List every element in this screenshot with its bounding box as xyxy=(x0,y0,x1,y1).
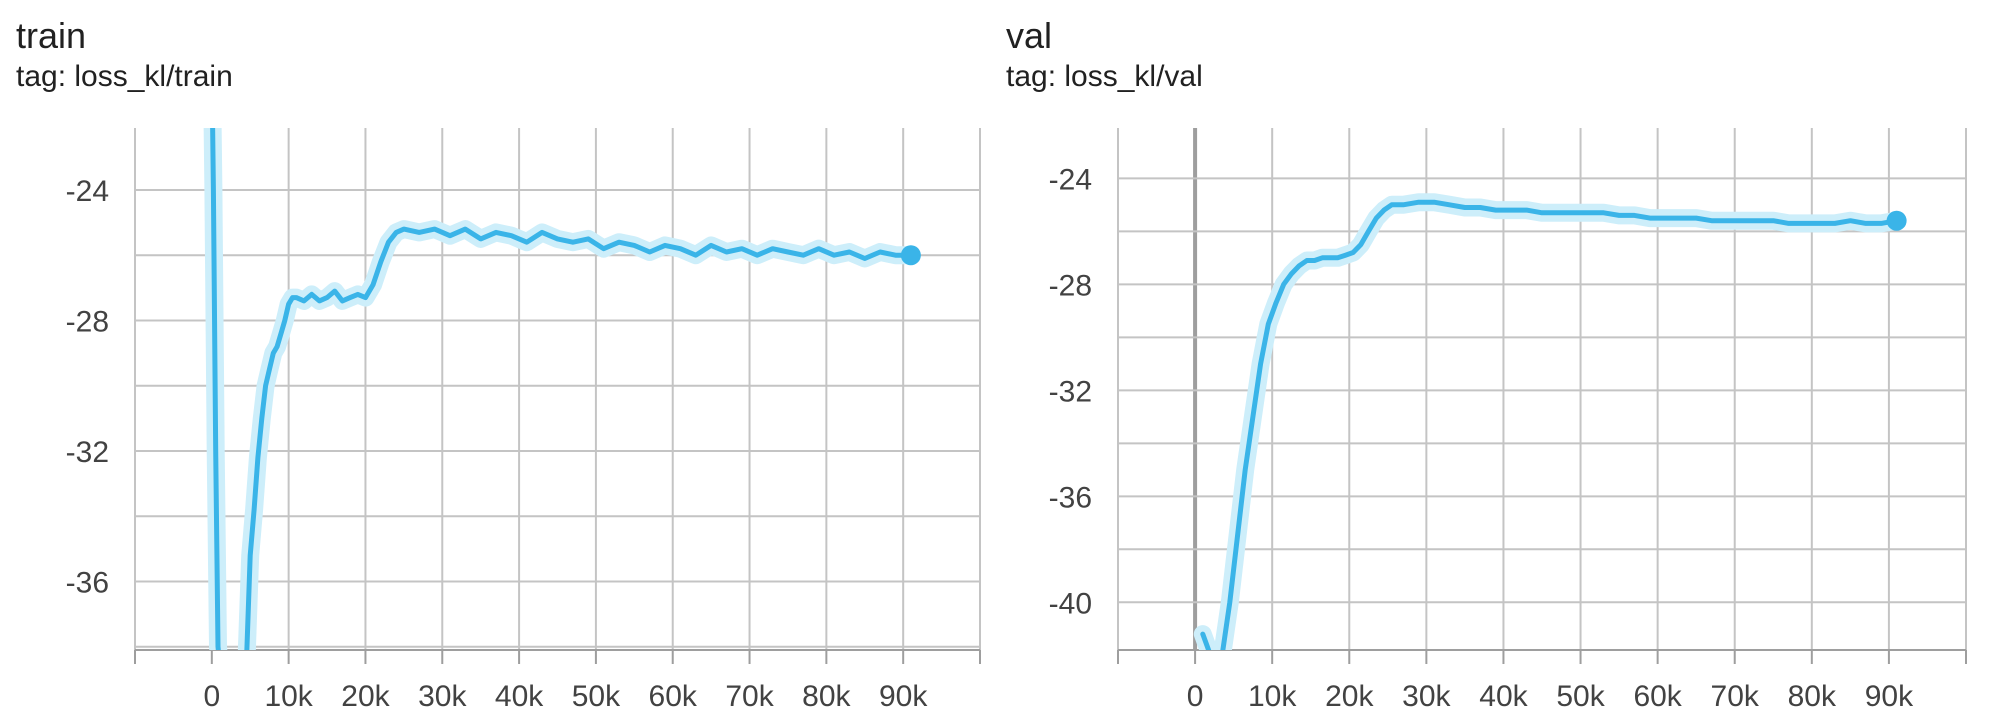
x-tick-label: 30k xyxy=(418,680,467,713)
y-tick-label: -36 xyxy=(66,566,109,599)
x-tick-label: 50k xyxy=(1556,680,1605,713)
x-tick-label: 40k xyxy=(1479,680,1528,713)
x-tick-label: 10k xyxy=(1248,680,1297,713)
series-group xyxy=(203,128,920,650)
series-line xyxy=(210,128,914,650)
chart-tag: tag: loss_kl/train xyxy=(16,60,233,93)
series-last-point xyxy=(900,245,921,266)
x-tick-label: 90k xyxy=(879,680,928,713)
y-tick-label: -32 xyxy=(66,436,109,469)
series-line xyxy=(1200,199,1900,650)
series-group xyxy=(1193,193,1906,650)
chart-title: train xyxy=(16,15,87,56)
x-tick-label: 60k xyxy=(1633,680,1682,713)
y-tick-label: -36 xyxy=(1049,481,1092,514)
x-tick-label: 80k xyxy=(1788,680,1837,713)
series-raw-line xyxy=(1193,193,1906,650)
chart-panel-val: val tag: loss_kl/val 0 10k 20k 30k 40k 50k 60k… xyxy=(990,0,1994,724)
y-tick-label: -40 xyxy=(1049,587,1092,620)
x-tick-label: 80k xyxy=(802,680,851,713)
x-tick-label: 20k xyxy=(341,680,390,713)
x-tick-label: 70k xyxy=(1711,680,1760,713)
x-tick-label: 50k xyxy=(572,680,621,713)
x-tick-label: 60k xyxy=(649,680,698,713)
series-last-point xyxy=(1886,210,1907,231)
y-tick-label: -28 xyxy=(1049,269,1092,302)
chart-panel-train: train tag: loss_kl/train 0 10k 20k 30k 40k 50… xyxy=(0,0,990,724)
chart-tag: tag: loss_kl/val xyxy=(1006,60,1203,93)
x-tick-label: 0 xyxy=(1187,680,1204,713)
y-tick-label: -24 xyxy=(66,175,109,208)
x-tick-label: 20k xyxy=(1325,680,1374,713)
y-tick-label: -24 xyxy=(1049,163,1092,196)
x-tick-label: 40k xyxy=(495,680,544,713)
y-tick-label: -32 xyxy=(1049,375,1092,408)
x-tick-label: 70k xyxy=(725,680,774,713)
y-tick-label: -28 xyxy=(66,305,109,338)
val-plot[interactable]: 0 10k 20k 30k 40k 50k 60k 70k 80k 90k -40 -36 -32 -28… xyxy=(990,0,1994,724)
train-plot[interactable]: 0 10k 20k 30k 40k 50k 60k 70k 80k 90k -36 -32 -28 -24 xyxy=(0,0,990,724)
chart-title: val xyxy=(1006,15,1053,56)
x-tick-label: 0 xyxy=(203,680,220,713)
x-tick-label: 30k xyxy=(1402,680,1451,713)
x-tick-label: 10k xyxy=(264,680,313,713)
x-tick-label: 90k xyxy=(1865,680,1914,713)
series-raw-line xyxy=(203,128,920,650)
